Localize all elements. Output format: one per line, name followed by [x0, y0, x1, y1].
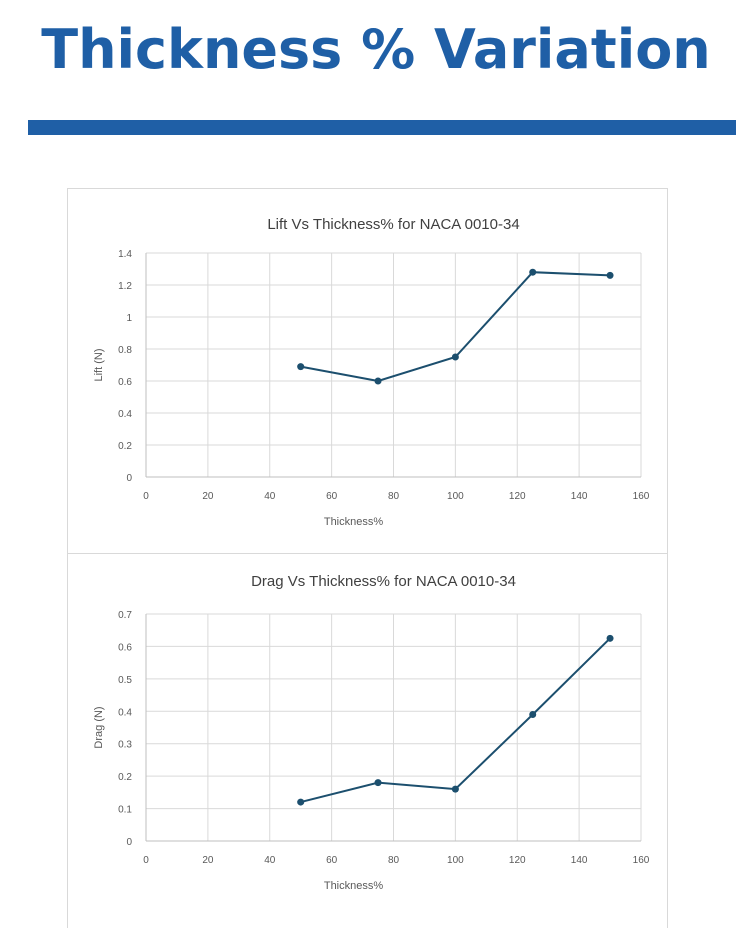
lift-data-point	[606, 271, 614, 279]
drag-ytick-label: 0	[126, 837, 132, 848]
drag-ytick-label: 0.7	[118, 610, 132, 621]
lift-xtick-label: 80	[388, 491, 400, 502]
lift-xtick-label: 40	[264, 491, 276, 502]
lift-data-point	[529, 268, 537, 276]
drag-xtick-label: 140	[571, 855, 588, 866]
lift-xtick-label: 140	[571, 491, 588, 502]
drag-data-point	[529, 711, 537, 719]
drag-data-point	[451, 785, 459, 793]
drag-ytick-label: 0.3	[118, 740, 132, 751]
drag-ytick-label: 0.5	[118, 675, 132, 686]
lift-xtick-label: 100	[447, 491, 464, 502]
drag-data-point	[606, 634, 614, 642]
lift-ytick-label: 0.8	[118, 345, 132, 356]
lift-data-point	[297, 363, 305, 371]
drag-y-axis-label: Drag (N)	[93, 706, 105, 748]
drag-xtick-label: 0	[143, 855, 149, 866]
lift-chart-panel: Lift Vs Thickness% for NACA 0010-34 0 0.2 0…	[67, 188, 668, 554]
lift-xtick-label: 60	[326, 491, 338, 502]
drag-xtick-label: 20	[202, 855, 214, 866]
drag-xtick-label: 80	[388, 855, 400, 866]
drag-data-point	[297, 798, 305, 806]
lift-chart-title: Lift Vs Thickness% for NACA 0010-34	[267, 216, 519, 233]
lift-ytick-label: 1.4	[118, 249, 132, 260]
lift-xtick-label: 0	[143, 491, 149, 502]
lift-y-axis-label: Lift (N)	[93, 349, 105, 382]
drag-ytick-label: 0.2	[118, 772, 132, 783]
lift-xtick-label: 120	[509, 491, 526, 502]
lift-ytick-label: 0	[126, 473, 132, 484]
drag-chart-title: Drag Vs Thickness% for NACA 0010-34	[251, 573, 516, 590]
lift-ytick-label: 0.6	[118, 377, 132, 388]
lift-xtick-label: 160	[633, 491, 650, 502]
lift-ytick-label: 1.2	[118, 281, 132, 292]
lift-ytick-label: 1	[126, 313, 132, 324]
drag-chart-panel: Drag Vs Thickness% for NACA 0010-34 0 0.1 0…	[67, 553, 668, 928]
title-divider	[28, 120, 736, 135]
lift-x-axis-label: Thickness%	[324, 516, 384, 528]
drag-xtick-label: 160	[633, 855, 650, 866]
lift-xtick-label: 20	[202, 491, 214, 502]
drag-xtick-label: 40	[264, 855, 276, 866]
drag-x-axis-label: Thickness%	[324, 880, 384, 892]
drag-xtick-label: 60	[326, 855, 338, 866]
drag-ytick-label: 0.1	[118, 805, 132, 816]
drag-chart: Drag Vs Thickness% for NACA 0010-34 0 0.1 0…	[93, 573, 650, 892]
page-title: Thickness % Variation	[41, 18, 711, 81]
drag-ytick-label: 0.4	[118, 707, 132, 718]
drag-xtick-label: 120	[509, 855, 526, 866]
drag-ytick-label: 0.6	[118, 642, 132, 653]
lift-chart: Lift Vs Thickness% for NACA 0010-34 0 0.2 0…	[93, 216, 650, 528]
drag-xtick-label: 100	[447, 855, 464, 866]
drag-data-point	[374, 779, 382, 787]
lift-ytick-label: 0.2	[118, 441, 132, 452]
lift-data-point	[374, 377, 382, 385]
lift-ytick-label: 0.4	[118, 409, 132, 420]
lift-data-point	[451, 353, 459, 361]
